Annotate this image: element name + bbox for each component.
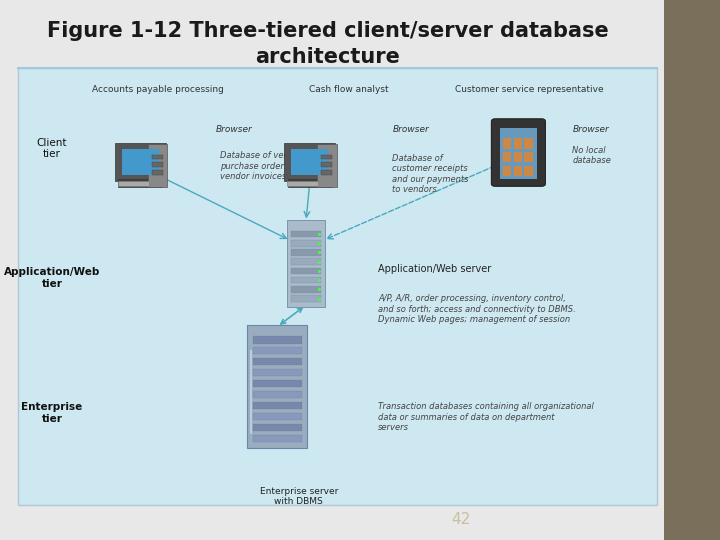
FancyBboxPatch shape <box>152 170 163 174</box>
FancyBboxPatch shape <box>503 152 511 163</box>
FancyBboxPatch shape <box>524 138 533 149</box>
FancyBboxPatch shape <box>122 149 159 175</box>
FancyBboxPatch shape <box>253 413 302 420</box>
Text: Customer service representative: Customer service representative <box>455 85 603 93</box>
Text: Database of
customer receipts
and our payments
to vendors: Database of customer receipts and our pa… <box>392 154 469 194</box>
FancyBboxPatch shape <box>118 181 149 186</box>
FancyBboxPatch shape <box>253 336 302 343</box>
FancyBboxPatch shape <box>253 358 302 366</box>
FancyBboxPatch shape <box>18 68 657 505</box>
FancyBboxPatch shape <box>253 391 302 398</box>
Text: Transaction databases containing all organizational
data or summaries of data on: Transaction databases containing all org… <box>378 402 594 432</box>
Text: Application/Web
tier: Application/Web tier <box>4 267 100 289</box>
FancyBboxPatch shape <box>500 127 537 179</box>
FancyBboxPatch shape <box>291 149 328 175</box>
FancyBboxPatch shape <box>524 166 533 176</box>
Text: Client
tier: Client tier <box>37 138 67 159</box>
FancyBboxPatch shape <box>664 0 720 540</box>
FancyBboxPatch shape <box>253 423 302 431</box>
FancyBboxPatch shape <box>503 138 511 149</box>
FancyBboxPatch shape <box>119 179 163 187</box>
Text: Enterprise
tier: Enterprise tier <box>21 402 83 424</box>
FancyBboxPatch shape <box>248 325 307 448</box>
FancyBboxPatch shape <box>253 380 302 387</box>
FancyBboxPatch shape <box>321 154 332 159</box>
FancyBboxPatch shape <box>152 163 163 167</box>
FancyBboxPatch shape <box>321 163 332 167</box>
FancyBboxPatch shape <box>513 138 522 149</box>
Text: Browser: Browser <box>572 125 609 134</box>
FancyBboxPatch shape <box>291 249 321 256</box>
FancyBboxPatch shape <box>148 144 167 187</box>
FancyBboxPatch shape <box>291 286 321 293</box>
FancyBboxPatch shape <box>291 259 321 265</box>
FancyBboxPatch shape <box>321 170 332 174</box>
FancyBboxPatch shape <box>253 369 302 376</box>
Text: A/P, A/R, order processing, inventory control,
and so forth; access and connecti: A/P, A/R, order processing, inventory co… <box>378 294 576 324</box>
Text: Cash flow analyst: Cash flow analyst <box>310 85 389 93</box>
FancyBboxPatch shape <box>291 268 321 274</box>
FancyBboxPatch shape <box>287 181 318 186</box>
Text: Accounts payable processing: Accounts payable processing <box>92 85 225 93</box>
FancyBboxPatch shape <box>491 119 546 186</box>
Text: architecture: architecture <box>255 46 400 67</box>
FancyBboxPatch shape <box>152 154 163 159</box>
FancyBboxPatch shape <box>287 220 325 307</box>
FancyBboxPatch shape <box>291 277 321 284</box>
FancyBboxPatch shape <box>253 402 302 409</box>
FancyBboxPatch shape <box>291 295 321 302</box>
FancyBboxPatch shape <box>513 166 522 176</box>
Text: Enterprise server
with DBMS: Enterprise server with DBMS <box>260 487 338 507</box>
FancyBboxPatch shape <box>288 179 331 187</box>
FancyBboxPatch shape <box>513 152 522 163</box>
FancyBboxPatch shape <box>253 435 302 442</box>
FancyBboxPatch shape <box>291 231 321 237</box>
Text: No local
database: No local database <box>572 146 611 165</box>
FancyBboxPatch shape <box>115 143 166 181</box>
FancyBboxPatch shape <box>524 152 533 163</box>
FancyBboxPatch shape <box>253 347 302 354</box>
Text: Application/Web server: Application/Web server <box>378 264 491 274</box>
Text: Figure 1-12 Three-tiered client/server database: Figure 1-12 Three-tiered client/server d… <box>47 21 608 41</box>
FancyBboxPatch shape <box>318 144 337 187</box>
FancyBboxPatch shape <box>503 166 511 176</box>
FancyBboxPatch shape <box>291 240 321 246</box>
FancyBboxPatch shape <box>284 143 335 181</box>
FancyBboxPatch shape <box>251 350 253 434</box>
Text: Browser: Browser <box>216 125 253 134</box>
Text: Database of vendors,
purchase orders,
vendor invoices: Database of vendors, purchase orders, ve… <box>220 151 310 181</box>
FancyBboxPatch shape <box>0 0 664 68</box>
Text: 42: 42 <box>451 512 470 527</box>
Text: Browser: Browser <box>392 125 429 134</box>
